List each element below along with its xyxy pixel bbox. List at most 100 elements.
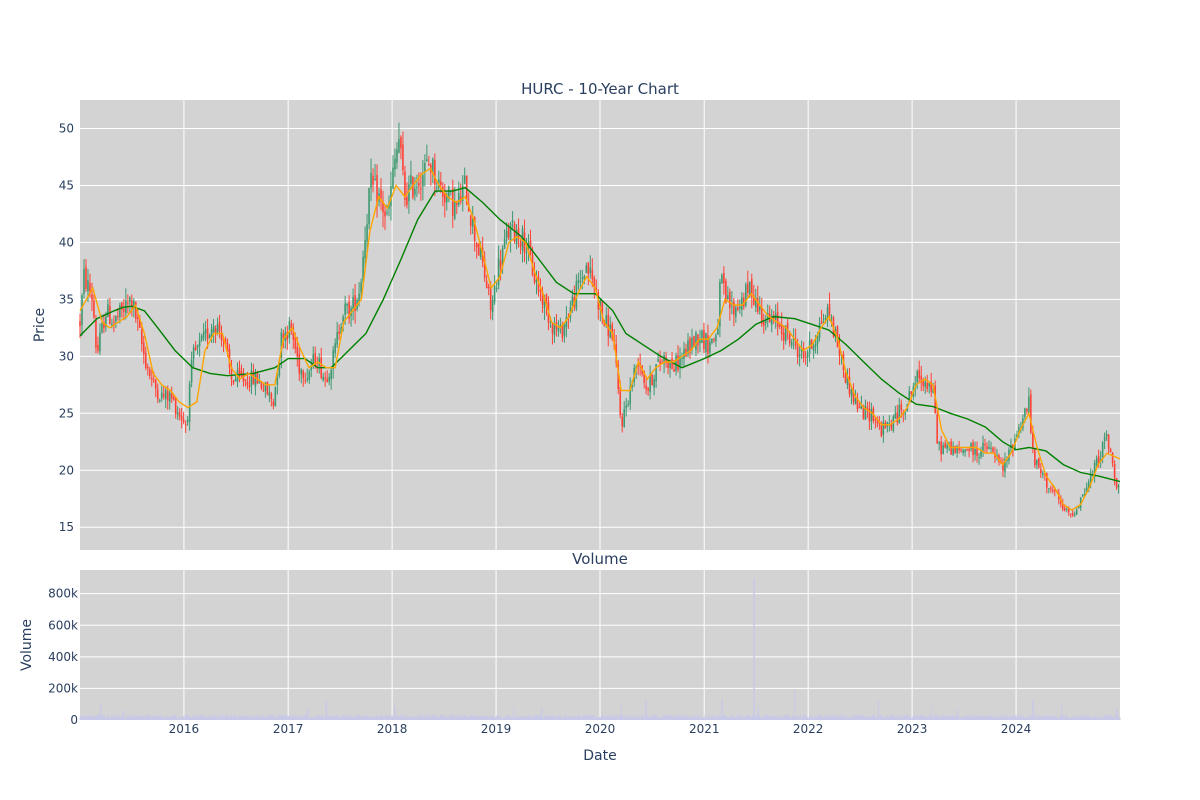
volume-axis-title: Volume xyxy=(19,619,35,671)
candle-body xyxy=(565,316,568,328)
candle-body xyxy=(1085,487,1088,493)
candle-body xyxy=(150,378,153,380)
price-tick-label: 50 xyxy=(59,121,74,135)
candle-body xyxy=(687,340,689,355)
candle-body xyxy=(208,335,211,338)
candle-body xyxy=(956,446,958,453)
candle-body xyxy=(434,160,436,185)
candle-body xyxy=(1036,459,1038,465)
candle-body xyxy=(324,377,326,379)
price-tick-label: 40 xyxy=(59,235,74,249)
candle-body xyxy=(683,348,685,360)
candle-body xyxy=(986,446,988,450)
candle-body xyxy=(1042,472,1044,475)
candle-body xyxy=(1018,427,1020,434)
candle-body xyxy=(623,408,626,428)
candle-body xyxy=(519,241,522,247)
candle-body xyxy=(358,293,360,303)
candle-body xyxy=(475,243,478,248)
candle-body xyxy=(733,301,735,315)
candle-body xyxy=(89,283,91,293)
candle-body xyxy=(1040,469,1042,474)
candle-body xyxy=(974,449,976,455)
candle-body xyxy=(266,381,269,395)
candle-body xyxy=(372,175,374,185)
candle-body xyxy=(972,442,974,456)
candle-body xyxy=(288,321,291,339)
candle-body xyxy=(649,374,651,393)
candle-body xyxy=(232,380,235,384)
candle-body xyxy=(190,359,193,383)
candle-body xyxy=(489,284,492,311)
volume-bars xyxy=(79,577,1121,720)
candle-body xyxy=(123,308,125,312)
candle-body xyxy=(659,360,661,364)
candle-body xyxy=(115,315,117,322)
candle-body xyxy=(318,357,321,366)
candle-body xyxy=(142,342,145,354)
candle-body xyxy=(838,344,841,356)
candle-body xyxy=(1117,485,1120,488)
candle-body xyxy=(328,376,330,382)
candle-body xyxy=(770,318,773,325)
candle-body xyxy=(220,332,223,341)
candle-body xyxy=(340,326,342,334)
candle-body xyxy=(816,336,819,344)
candle-body xyxy=(111,323,113,326)
candle-body xyxy=(412,177,414,198)
candle-body xyxy=(282,333,285,341)
candle-body xyxy=(194,346,197,350)
candle-body xyxy=(238,367,241,374)
candle-body xyxy=(79,321,81,327)
candle-body xyxy=(699,340,701,344)
candle-body xyxy=(1089,475,1092,483)
date-tick-label: 2021 xyxy=(689,722,720,736)
candle-body xyxy=(846,376,849,385)
candle-body xyxy=(980,450,982,457)
volume-tick-label: 0 xyxy=(70,713,78,727)
candle-body xyxy=(820,321,823,324)
candle-body xyxy=(996,455,998,458)
candle-body xyxy=(314,352,317,367)
candle-body xyxy=(248,385,251,388)
price-tick-label: 20 xyxy=(59,463,74,477)
candle-body xyxy=(103,322,105,329)
candle-body xyxy=(764,320,767,324)
candle-body xyxy=(131,300,133,307)
candle-body xyxy=(457,192,460,205)
candle-body xyxy=(896,412,899,423)
candle-body xyxy=(416,186,418,188)
candle-body xyxy=(910,391,913,395)
candle-body xyxy=(135,301,137,319)
candle-body xyxy=(920,375,923,383)
candle-body xyxy=(202,332,205,338)
candle-body xyxy=(601,300,604,318)
candle-body xyxy=(543,297,546,309)
candle-body xyxy=(772,316,775,319)
date-tick-label: 2018 xyxy=(377,722,408,736)
candle-body xyxy=(1034,449,1036,466)
candle-body xyxy=(127,302,129,304)
candle-body xyxy=(892,416,895,431)
candle-body xyxy=(954,446,956,453)
candle-body xyxy=(270,393,273,400)
candle-body xyxy=(105,316,107,327)
candle-body xyxy=(918,370,921,379)
candle-body xyxy=(186,419,189,423)
candle-body xyxy=(148,369,151,377)
candle-body xyxy=(876,419,879,424)
candle-body xyxy=(428,164,430,166)
candle-body xyxy=(539,290,542,292)
candle-body xyxy=(585,265,588,274)
candle-body xyxy=(400,137,402,149)
candle-body xyxy=(693,336,695,348)
candle-body xyxy=(137,317,139,320)
candle-body xyxy=(631,384,633,388)
candle-body xyxy=(908,391,911,403)
candle-body xyxy=(420,188,422,190)
candle-body xyxy=(830,317,833,319)
candle-body xyxy=(1030,394,1032,433)
candle-body xyxy=(579,280,582,282)
candle-body xyxy=(533,274,536,283)
candle-body xyxy=(322,376,324,381)
